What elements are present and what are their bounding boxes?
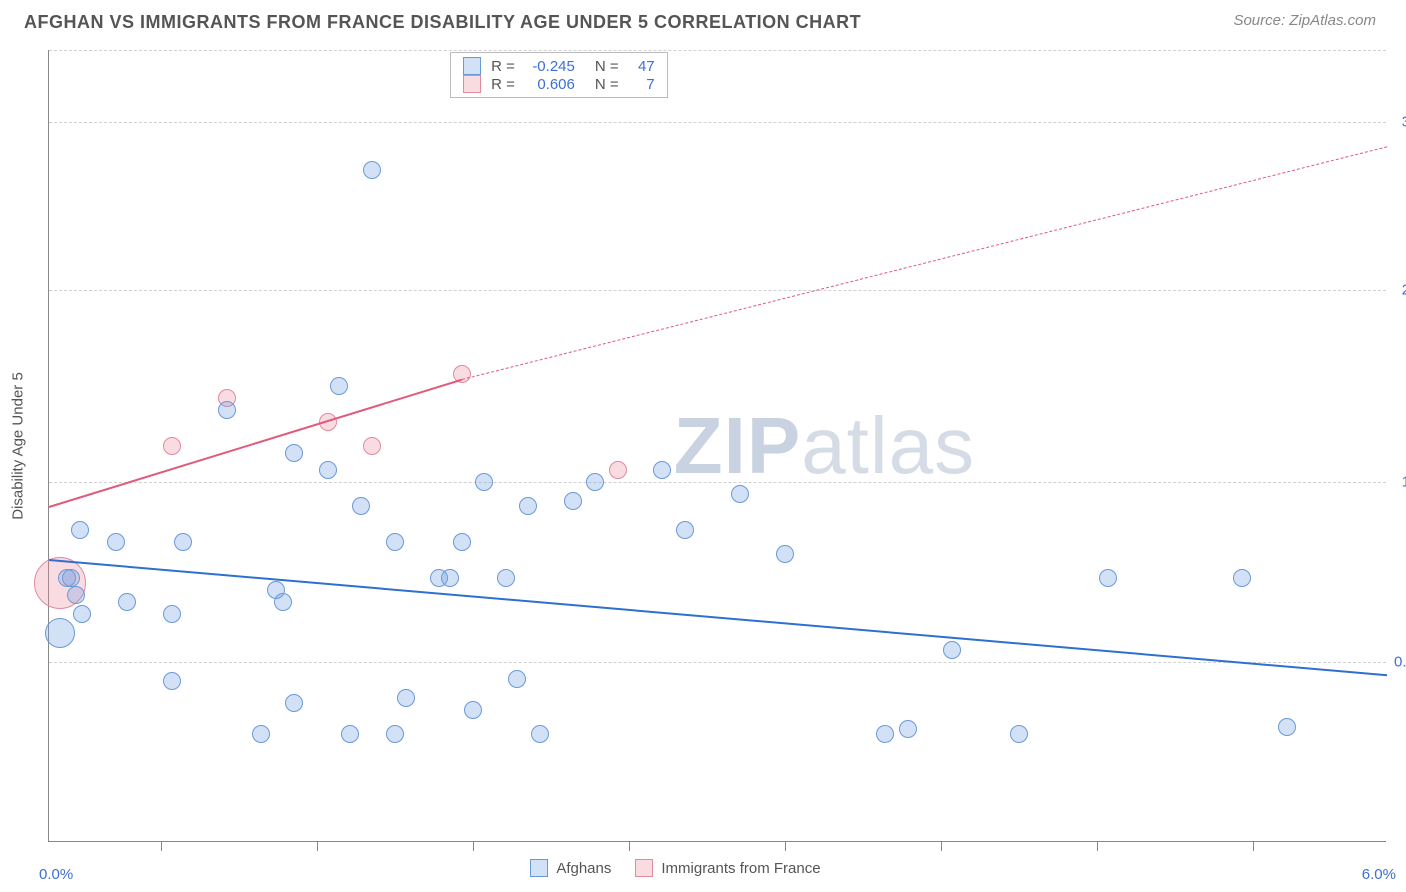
point-afghans [163,672,181,690]
x-tick [317,841,318,851]
point-afghans [218,401,236,419]
point-afghans [285,694,303,712]
point-afghans [386,533,404,551]
point-afghans [174,533,192,551]
point-afghans [386,725,404,743]
legend-stat-row: R =-0.245N =47 [463,57,655,75]
legend-label-afghans: Afghans [556,860,611,877]
point-afghans [731,485,749,503]
series-legend: Afghans Immigrants from France [530,859,820,877]
point-france [163,437,181,455]
swatch-france [463,75,481,93]
point-afghans [397,689,415,707]
x-tick [473,841,474,851]
point-afghans [118,593,136,611]
trendline-france [49,379,462,508]
point-afghans [341,725,359,743]
point-afghans [285,444,303,462]
point-afghans [876,725,894,743]
legend-label-france: Immigrants from France [661,860,820,877]
point-afghans [943,641,961,659]
point-afghans [676,521,694,539]
point-afghans [475,473,493,491]
y-tick-label: 0.75% [1394,654,1406,671]
x-tick [1097,841,1098,851]
point-afghans [1233,569,1251,587]
trendline-france-extrapolated [461,146,1387,380]
point-afghans [497,569,515,587]
trendline-afghans [49,559,1387,676]
point-afghans [1010,725,1028,743]
gridline [49,482,1386,483]
chart-title: AFGHAN VS IMMIGRANTS FROM FRANCE DISABIL… [24,12,861,33]
gridline [49,122,1386,123]
point-afghans [586,473,604,491]
point-afghans [330,377,348,395]
point-afghans [67,586,85,604]
swatch-afghans [463,57,481,75]
point-afghans [519,497,537,515]
x-tick [941,841,942,851]
point-afghans [508,670,526,688]
point-afghans [899,720,917,738]
y-tick-label: 3.0% [1394,114,1406,131]
source-attribution: Source: ZipAtlas.com [1233,12,1376,29]
point-afghans [1099,569,1117,587]
swatch-afghans [530,859,548,877]
x-tick [1253,841,1254,851]
chart-plot-area: ZIPatlas R =-0.245N =47R =0.606N =7 Afgh… [48,50,1386,842]
point-afghans [531,725,549,743]
point-afghans [274,593,292,611]
point-france [363,437,381,455]
point-afghans [107,533,125,551]
point-afghans [564,492,582,510]
watermark: ZIPatlas [674,400,975,492]
legend-item-afghans: Afghans [530,859,611,877]
legend-stat-row: R =0.606N =7 [463,75,655,93]
x-axis-start-label: 0.0% [39,866,73,883]
point-afghans [776,545,794,563]
x-axis-end-label: 6.0% [1362,866,1396,883]
point-afghans [252,725,270,743]
point-afghans [73,605,91,623]
y-tick-label: 1.5% [1394,474,1406,491]
swatch-france [635,859,653,877]
point-afghans [45,618,75,648]
gridline [49,290,1386,291]
x-tick [629,841,630,851]
point-afghans [441,569,459,587]
y-axis-label: Disability Age Under 5 [10,372,27,520]
point-afghans [71,521,89,539]
point-afghans [653,461,671,479]
point-afghans [163,605,181,623]
point-afghans [319,461,337,479]
x-tick [785,841,786,851]
gridline [49,50,1386,51]
legend-item-france: Immigrants from France [635,859,820,877]
gridline [49,662,1386,663]
correlation-legend: R =-0.245N =47R =0.606N =7 [450,52,668,98]
point-afghans [1278,718,1296,736]
x-tick [161,841,162,851]
point-afghans [58,569,76,587]
point-afghans [453,533,471,551]
point-afghans [363,161,381,179]
point-afghans [352,497,370,515]
point-france [609,461,627,479]
point-afghans [464,701,482,719]
y-tick-label: 2.3% [1394,282,1406,299]
